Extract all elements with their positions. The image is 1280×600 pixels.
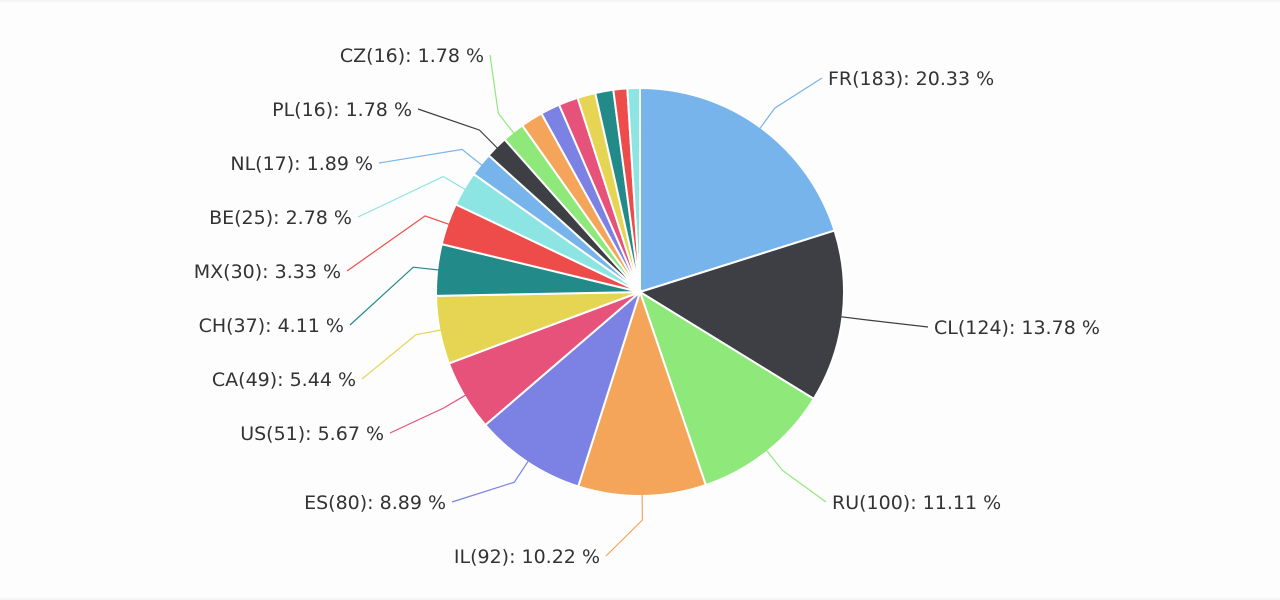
leader-line-pl: [417, 108, 502, 152]
slice-label-us: US(51): 5.67 %: [240, 423, 384, 445]
slice-label-es: ES(80): 8.89 %: [304, 492, 446, 514]
leader-line-il: [605, 489, 644, 557]
slice-label-ca: CA(49): 5.44 %: [212, 369, 356, 391]
leader-line-cz: [489, 54, 518, 138]
slice-label-il: IL(92): 10.22 %: [454, 546, 600, 568]
leader-line-us: [389, 392, 471, 434]
leader-line-ru: [763, 446, 827, 503]
leader-line-ch: [349, 266, 444, 326]
slice-label-cl: CL(124): 13.78 %: [934, 317, 1100, 339]
label-leader-lines: [346, 54, 929, 557]
leader-line-cl: [836, 315, 929, 328]
pie-slice-19[interactable]: [626, 86, 641, 293]
pie-slices: [435, 86, 845, 497]
slice-label-pl: PL(16): 1.78 %: [272, 99, 412, 121]
leader-line-ca: [361, 328, 446, 380]
slice-label-be: BE(25): 2.78 %: [209, 207, 352, 229]
slice-label-cz: CZ(16): 1.78 %: [340, 45, 484, 67]
leader-line-fr: [756, 77, 823, 133]
slice-label-ru: RU(100): 11.11 %: [832, 492, 1001, 514]
slice-label-mx: MX(30): 3.33 %: [194, 261, 341, 283]
slice-label-ch: CH(37): 4.11 %: [199, 315, 344, 337]
leader-line-nl: [378, 148, 486, 169]
slice-labels: FR(183): 20.33 % CL(124): 13.78 % RU(100):…: [194, 45, 1100, 568]
slice-label-nl: NL(17): 1.89 %: [230, 153, 373, 175]
leader-line-mx: [346, 215, 454, 272]
leader-line-be: [357, 175, 470, 218]
slice-label-fr: FR(183): 20.33 %: [828, 68, 994, 90]
leader-line-es: [451, 456, 532, 503]
